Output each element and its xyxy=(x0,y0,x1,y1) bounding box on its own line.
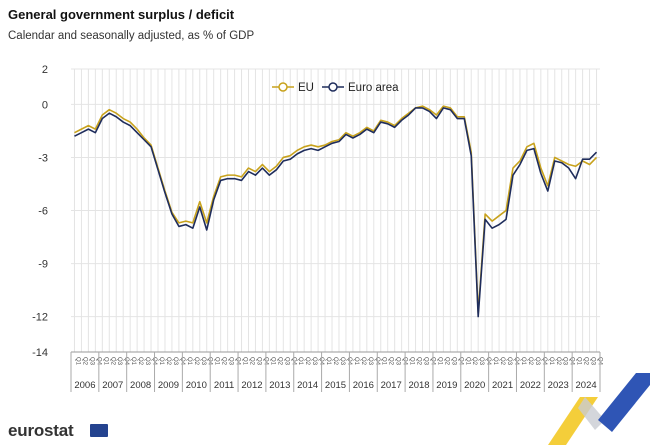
legend[interactable]: EU Euro area xyxy=(272,82,399,94)
x-year-tick-label: 2015 xyxy=(325,380,346,391)
x-year-tick-label: 2021 xyxy=(492,380,513,391)
y-axis: 2 0 -3 -6 -9 -12 -14 xyxy=(32,64,48,359)
x-quarter-tick-label: Q2 xyxy=(416,357,422,366)
x-quarter-tick-label: Q2 xyxy=(109,357,115,366)
x-year-tick-label: 2022 xyxy=(520,380,541,391)
x-quarter-tick-label: Q2 xyxy=(248,357,254,366)
series-line-euro-area xyxy=(74,107,598,318)
x-quarter-tick-label: Q2 xyxy=(81,357,87,366)
y-tick-label: 2 xyxy=(42,64,48,76)
eurostat-logo: eurostat xyxy=(8,421,74,440)
y-tick-label: -3 xyxy=(38,152,48,164)
x-quarter-tick-label: Q3 xyxy=(395,357,401,366)
x-quarter-tick-label: Q1 xyxy=(214,357,220,366)
x-quarter-tick-label: Q3 xyxy=(88,357,94,366)
x-quarter-tick-label: Q3 xyxy=(339,357,345,366)
x-year-tick-label: 2012 xyxy=(241,380,262,391)
x-quarter-tick-label: Q1 xyxy=(158,357,164,366)
x-quarter-tick-label: Q3 xyxy=(255,357,261,366)
y-tick-label: -12 xyxy=(32,312,48,324)
x-quarter-tick-label: Q3 xyxy=(367,357,373,366)
x-quarter-tick-label: Q1 xyxy=(102,357,108,366)
x-quarter-tick-label: Q3 xyxy=(562,357,568,366)
x-quarter-tick-label: Q1 xyxy=(576,357,582,366)
x-quarter-tick-label: Q2 xyxy=(527,357,533,366)
x-quarter-tick-label: Q3 xyxy=(590,357,596,366)
grid xyxy=(71,68,600,353)
x-quarter-tick-label: Q3 xyxy=(116,357,122,366)
x-quarter-tick-label: Q2 xyxy=(276,357,282,366)
x-quarter-tick-label: Q1 xyxy=(492,357,498,366)
x-year-tick-label: 2013 xyxy=(269,380,290,391)
x-year-tick-label: 2006 xyxy=(74,380,95,391)
x-quarter-tick-label: Q1 xyxy=(409,357,415,366)
x-quarter-tick-label: Q2 xyxy=(304,357,310,366)
x-quarter-tick-label: Q2 xyxy=(221,357,227,366)
legend-ea-marker xyxy=(328,82,338,92)
x-year-tick-label: 2018 xyxy=(408,380,429,391)
x-quarter-tick-label: Q3 xyxy=(534,357,540,366)
x-quarter-tick-label: Q3 xyxy=(450,357,456,366)
eu-flag-icon xyxy=(90,424,108,437)
x-quarter-tick-label: Q1 xyxy=(520,357,526,366)
x-quarter-tick-label: Q1 xyxy=(130,357,136,366)
x-year-tick-label: 2019 xyxy=(436,380,457,391)
x-quarter-tick-label: Q3 xyxy=(506,357,512,366)
x-quarter-tick-label: Q3 xyxy=(228,357,234,366)
x-quarter-tick-label: Q1 xyxy=(269,357,275,366)
y-tick-label: -6 xyxy=(38,206,48,218)
x-quarter-tick-label: Q3 xyxy=(423,357,429,366)
legend-eu-marker xyxy=(278,82,288,92)
x-year-tick-label: 2020 xyxy=(464,380,485,391)
x-quarter-tick-label: Q3 xyxy=(200,357,206,366)
x-quarter-tick-label: Q1 xyxy=(548,357,554,366)
y-tick-label: 0 xyxy=(42,99,48,111)
x-quarter-tick-label: Q3 xyxy=(172,357,178,366)
x-quarter-tick-label: Q1 xyxy=(464,357,470,366)
x-quarter-tick-label: Q1 xyxy=(353,357,359,366)
x-quarter-tick-label: Q2 xyxy=(137,357,143,366)
x-quarter-tick-label: Q1 xyxy=(297,357,303,366)
x-quarter-tick-label: Q3 xyxy=(283,357,289,366)
legend-eu-label[interactable]: EU xyxy=(298,82,314,94)
x-quarter-tick-label: Q1 xyxy=(325,357,331,366)
x-year-tick-label: 2024 xyxy=(576,380,597,391)
x-quarter-tick-label: Q3 xyxy=(144,357,150,366)
x-quarter-tick-label: Q2 xyxy=(555,357,561,366)
x-quarter-tick-label: Q1 xyxy=(74,357,80,366)
x-year-tick-label: 2023 xyxy=(548,380,569,391)
x-year-tick-label: 2014 xyxy=(297,380,318,391)
y-tick-label: -14 xyxy=(32,347,48,359)
x-year-tick-label: 2010 xyxy=(186,380,207,391)
x-quarter-tick-label: Q1 xyxy=(381,357,387,366)
x-quarter-tick-label: Q2 xyxy=(193,357,199,366)
x-year-tick-label: 2017 xyxy=(381,380,402,391)
x-quarter-tick-label: Q3 xyxy=(311,357,317,366)
x-year-tick-label: 2016 xyxy=(353,380,374,391)
x-quarter-tick-label: Q1 xyxy=(186,357,192,366)
x-quarter-tick-label: Q2 xyxy=(165,357,171,366)
x-year-tick-label: 2011 xyxy=(214,380,234,391)
x-year-tick-label: 2009 xyxy=(158,380,179,391)
x-quarter-tick-label: Q2 xyxy=(583,357,589,366)
x-quarter-tick-label: Q2 xyxy=(388,357,394,366)
x-quarter-tick-label: Q3 xyxy=(478,357,484,366)
x-quarter-tick-label: Q2 xyxy=(471,357,477,366)
x-quarter-tick-label: Q1 xyxy=(242,357,248,366)
chart-title: General government surplus / deficit xyxy=(8,7,235,22)
x-quarter-tick-label: Q2 xyxy=(360,357,366,366)
x-year-tick-label: 2008 xyxy=(130,380,151,391)
chart-subtitle: Calendar and seasonally adjusted, as % o… xyxy=(8,30,255,42)
legend-ea-label[interactable]: Euro area xyxy=(348,82,399,94)
x-year-tick-label: 2007 xyxy=(102,380,123,391)
x-axis: Q1Q2Q3Q4Q1Q2Q3Q4Q1Q2Q3Q4Q1Q2Q3Q4Q1Q2Q3Q4… xyxy=(70,351,603,392)
series-lines xyxy=(74,105,598,318)
x-quarter-tick-label: Q2 xyxy=(499,357,505,366)
x-quarter-tick-label: Q1 xyxy=(436,357,442,366)
x-quarter-tick-label: Q2 xyxy=(332,357,338,366)
y-tick-label: -9 xyxy=(38,259,48,271)
x-quarter-tick-label: Q2 xyxy=(443,357,449,366)
